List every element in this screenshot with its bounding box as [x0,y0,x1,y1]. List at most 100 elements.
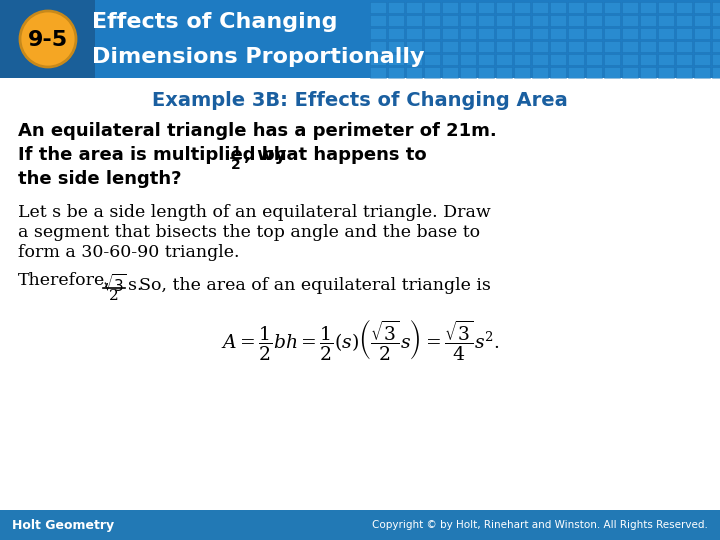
Bar [370,67,386,78]
Bar [658,41,674,52]
Bar [442,2,458,13]
Bar [622,15,638,26]
Text: , what happens to: , what happens to [244,146,427,164]
Text: Therefore,: Therefore, [18,272,111,289]
Bar [532,28,548,39]
Bar [604,28,620,39]
Bar [424,2,440,13]
Bar [568,2,584,13]
Bar [676,67,692,78]
Text: Copyright © by Holt, Rinehart and Winston. All Rights Reserved.: Copyright © by Holt, Rinehart and Winsto… [372,520,708,530]
Bar [658,28,674,39]
Bar [532,41,548,52]
Bar [514,54,530,65]
Bar [0,0,720,78]
Bar [532,15,548,26]
Bar [460,2,476,13]
Bar [604,15,620,26]
Bar [424,28,440,39]
Bar [388,54,404,65]
Bar [514,15,530,26]
Bar [532,2,548,13]
Bar [586,41,602,52]
Bar [514,67,530,78]
Bar [658,54,674,65]
Text: s.: s. [128,277,143,294]
Text: the side length?: the side length? [18,170,181,188]
Bar [604,67,620,78]
Text: a segment that bisects the top angle and the base to: a segment that bisects the top angle and… [18,224,480,241]
Bar [478,28,494,39]
Text: Holt Geometry: Holt Geometry [12,518,114,531]
Bar [460,15,476,26]
Bar [496,15,512,26]
Bar [712,41,720,52]
Bar [496,67,512,78]
Bar [442,28,458,39]
Bar [370,15,386,26]
Bar [676,41,692,52]
Bar [640,2,656,13]
Bar [604,41,620,52]
Bar [388,28,404,39]
Bar [640,54,656,65]
Bar [604,2,620,13]
Bar [712,67,720,78]
Text: Dimensions Proportionally: Dimensions Proportionally [92,47,425,67]
Bar [586,15,602,26]
Text: An equilateral triangle has a perimeter of 21m.: An equilateral triangle has a perimeter … [18,122,497,140]
Bar [586,2,602,13]
Bar [568,28,584,39]
Bar [532,54,548,65]
Bar [694,54,710,65]
Bar [388,15,404,26]
Text: form a 30-60-90 triangle.: form a 30-60-90 triangle. [18,244,240,261]
Text: 2: 2 [231,158,241,172]
Bar [694,41,710,52]
Bar [388,2,404,13]
Bar [586,54,602,65]
Bar [676,54,692,65]
Bar [442,41,458,52]
Bar [406,67,422,78]
Bar [442,54,458,65]
Bar [514,41,530,52]
Bar [712,2,720,13]
Bar [676,28,692,39]
Bar [694,28,710,39]
Bar [442,15,458,26]
Bar [406,2,422,13]
Bar [478,67,494,78]
Bar [676,15,692,26]
Text: Example 3B: Effects of Changing Area: Example 3B: Effects of Changing Area [152,91,568,110]
Text: If the area is multiplied by: If the area is multiplied by [18,146,292,164]
Bar [0,0,95,78]
Bar [478,2,494,13]
Bar [694,67,710,78]
Text: $A = \dfrac{1}{2}bh = \dfrac{1}{2}(s)\left(\dfrac{\sqrt{3}}{2}s\right) = \dfrac{: $A = \dfrac{1}{2}bh = \dfrac{1}{2}(s)\le… [221,317,499,362]
Bar [712,54,720,65]
Bar [550,2,566,13]
Bar [622,28,638,39]
Bar [586,67,602,78]
Bar [478,54,494,65]
Text: 2: 2 [109,289,119,303]
Bar [388,41,404,52]
Bar [550,41,566,52]
Bar [370,54,386,65]
Bar [406,28,422,39]
Bar [694,15,710,26]
Text: So, the area of an equilateral triangle is: So, the area of an equilateral triangle … [139,277,491,294]
Bar [514,28,530,39]
Bar [640,67,656,78]
Bar [640,15,656,26]
Bar [406,41,422,52]
Bar [370,28,386,39]
Bar [406,15,422,26]
Bar [370,2,386,13]
Text: Let s be a side length of an equilateral triangle. Draw: Let s be a side length of an equilateral… [18,204,491,221]
Bar [478,41,494,52]
Bar [514,2,530,13]
Bar [424,41,440,52]
Bar [568,54,584,65]
